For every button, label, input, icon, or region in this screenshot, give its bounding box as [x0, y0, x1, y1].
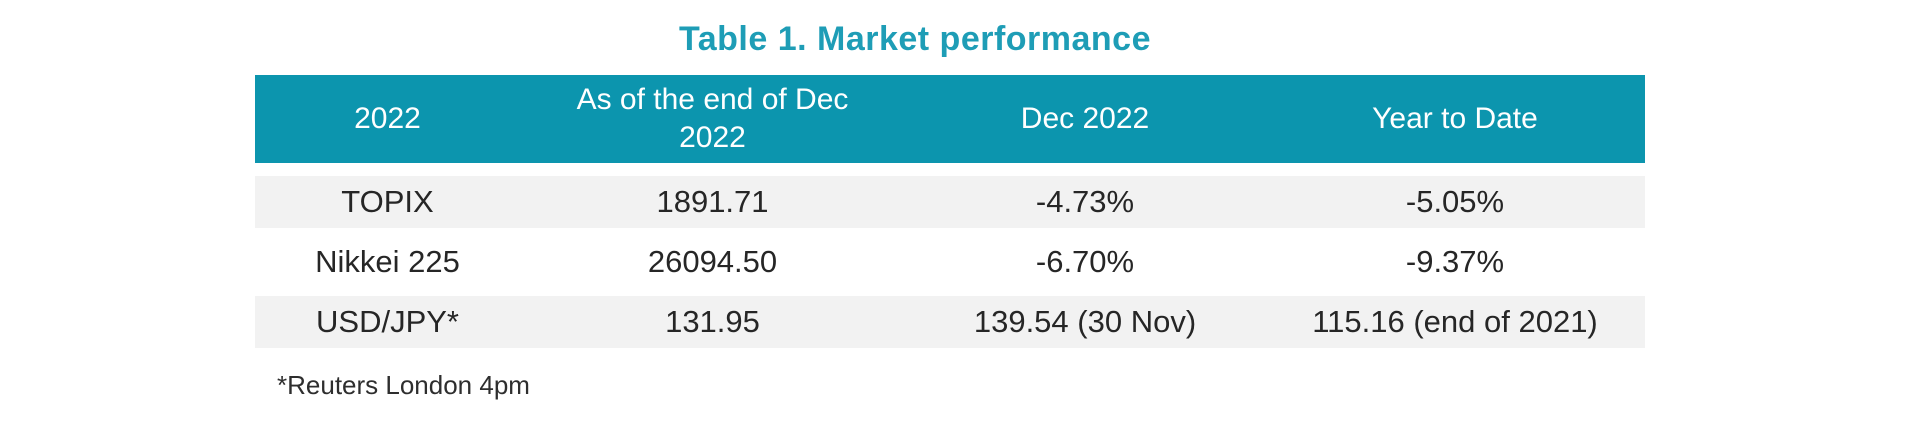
topix-dec-2022-value: -4.73% [1035, 184, 1135, 219]
header-cell-end-of-dec: As of the end of Dec 2022 [520, 75, 905, 163]
nikkei-end-of-dec-value: 26094.50 [647, 244, 778, 279]
table-row-topix: TOPIX 1891.71 -4.73% -5.05% [255, 176, 1645, 228]
nikkei-label: Nikkei 225 [315, 244, 460, 279]
header-label-dec-2022: Dec 2022 [1020, 102, 1150, 135]
header-cell-year: 2022 [255, 75, 520, 163]
usdjpy-end-of-dec-value: 131.95 [665, 304, 760, 339]
table-header-row: 2022 As of the end of Dec 2022 Dec 2022 … [255, 75, 1645, 163]
nikkei-year-to-date-value: -9.37% [1405, 244, 1505, 279]
table-row-usd-jpy: USD/JPY* 131.95 139.54 (30 Nov) 115.16 (… [255, 296, 1645, 348]
header-label-year: 2022 [354, 102, 421, 135]
header-label-end-of-dec: As of the end of Dec 2022 [576, 83, 849, 154]
topix-year-to-date-value: -5.05% [1405, 184, 1505, 219]
usdjpy-dec-2022-value: 139.54 (30 Nov) [973, 304, 1197, 339]
table-title: Table 1. Market performance [678, 20, 1152, 58]
header-cell-year-to-date: Year to Date [1265, 75, 1645, 163]
market-performance-table: 2022 As of the end of Dec 2022 Dec 2022 … [255, 75, 1645, 356]
table-footnote: *Reuters London 4pm [277, 370, 530, 400]
table-row-nikkei-225: Nikkei 225 26094.50 -6.70% -9.37% [255, 236, 1645, 288]
header-cell-dec-2022: Dec 2022 [905, 75, 1265, 163]
nikkei-dec-2022-value: -6.70% [1035, 244, 1135, 279]
usdjpy-label: USD/JPY* [316, 304, 459, 339]
topix-end-of-dec-value: 1891.71 [656, 184, 769, 219]
topix-label: TOPIX [341, 184, 434, 219]
header-label-year-to-date: Year to Date [1372, 102, 1538, 135]
usdjpy-year-to-date-value: 115.16 (end of 2021) [1312, 304, 1598, 339]
